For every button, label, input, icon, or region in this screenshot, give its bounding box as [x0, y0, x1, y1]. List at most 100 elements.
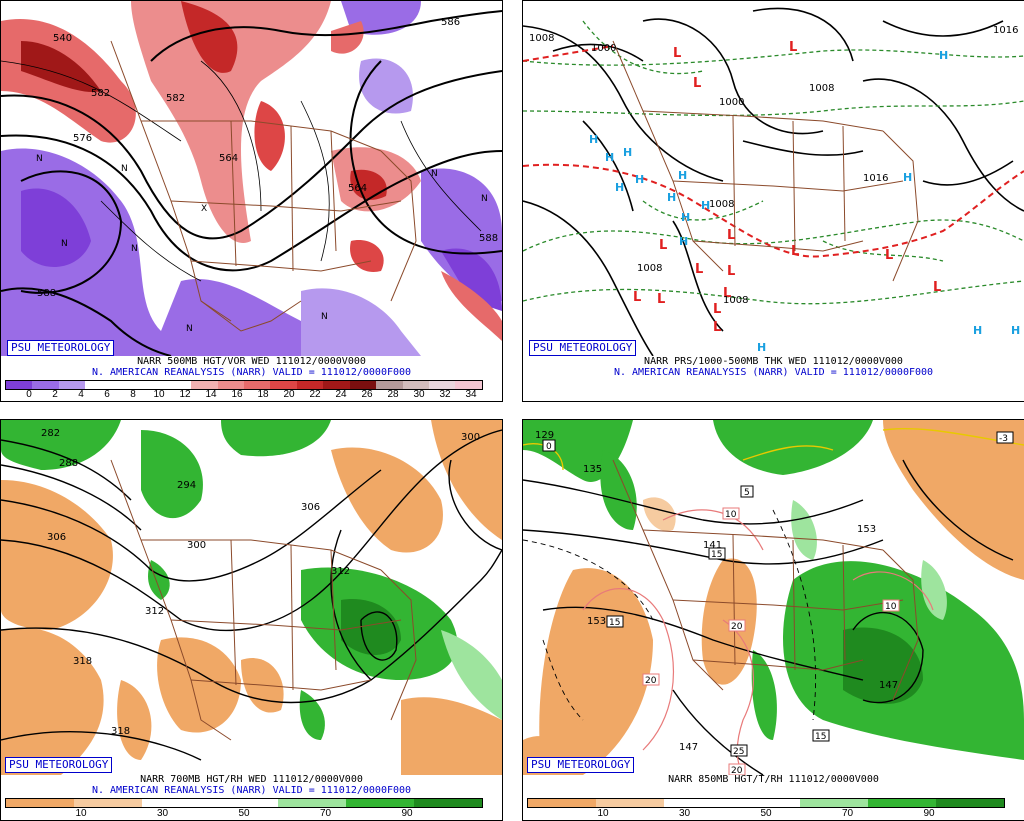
caption-500mb-line1: NARR 500MB HGT/VOR WED 111012/0000V000: [137, 356, 366, 367]
scale-swatch: [210, 799, 278, 807]
scale-tick-label: 12: [179, 389, 191, 400]
scale-swatch: [6, 799, 74, 807]
svg-text:300: 300: [187, 540, 206, 551]
scale-tick-label: 28: [387, 389, 399, 400]
scale-tick-label: 32: [439, 389, 451, 400]
scale-swatch: [376, 381, 403, 389]
scale-tick-label: 16: [231, 389, 243, 400]
scale-swatch: [800, 799, 868, 807]
svg-text:H: H: [757, 341, 766, 354]
svg-text:1000: 1000: [719, 97, 744, 108]
caption-850mb-line1: NARR 850MB HGT/T/RH 111012/0000V000: [668, 774, 879, 785]
scale-ticks-rh-850: 10 30 50 70 90: [523, 808, 1024, 820]
psu-meteorology-badge: PSU METEOROLOGY: [529, 340, 637, 356]
psu-meteorology-badge: PSU METEOROLOGY: [527, 757, 635, 773]
scale-ticks-vorticity: 0 2 4 6 8 10 12 14 16 18 20 22 24 26 28 30 32 34: [1, 389, 502, 401]
svg-text:L: L: [633, 290, 641, 305]
psu-meteorology-badge: PSU METEOROLOGY: [7, 340, 115, 356]
svg-text:L: L: [693, 76, 701, 91]
svg-text:147: 147: [679, 742, 698, 753]
scale-swatch: [58, 381, 86, 389]
svg-text:1016: 1016: [863, 173, 888, 184]
svg-text:129: 129: [535, 430, 554, 441]
svg-text:318: 318: [111, 726, 130, 737]
scale-tick-label: 90: [401, 808, 413, 819]
svg-text:576: 576: [73, 133, 92, 144]
svg-text:N: N: [186, 324, 193, 334]
temperature-boxes: 0 5 10 15 15 20 20 25 20 10 15 -3: [542, 431, 1014, 775]
svg-text:L: L: [695, 262, 703, 277]
scale-swatch: [349, 381, 377, 389]
scale-swatch: [32, 381, 59, 389]
scale-swatch: [243, 381, 271, 389]
scale-swatch: [85, 381, 112, 389]
scale-swatch: [596, 799, 664, 807]
scale-tick-label: 6: [104, 389, 110, 400]
temp-box-label: 10: [725, 510, 737, 520]
temp-box-label: 15: [609, 618, 620, 628]
svg-text:1008: 1008: [809, 83, 834, 94]
scale-swatch: [346, 799, 414, 807]
svg-text:540: 540: [53, 33, 72, 44]
caption-sfc-line2: N. AMERICAN REANALYSIS (NARR) VALID = 11…: [613, 367, 934, 378]
scale-tick-label: 24: [335, 389, 347, 400]
svg-text:H: H: [589, 133, 598, 146]
svg-text:288: 288: [59, 458, 78, 469]
map-700mb-rh: 282 288 294 300 306 306 312 312 318 318 300: [1, 420, 502, 775]
scale-swatch: [191, 381, 218, 389]
svg-text:564: 564: [348, 183, 367, 194]
scale-swatch: [936, 799, 1004, 807]
svg-text:H: H: [679, 235, 688, 248]
svg-text:294: 294: [177, 480, 196, 491]
svg-text:147: 147: [879, 680, 898, 691]
scale-tick-label: 4: [78, 389, 84, 400]
scale-swatch: [664, 799, 732, 807]
svg-text:N: N: [481, 194, 488, 204]
svg-text:1016: 1016: [993, 25, 1018, 36]
scale-swatch: [142, 799, 210, 807]
caption-500mb-line2: N. AMERICAN REANALYSIS (NARR) VALID = 11…: [91, 367, 412, 378]
svg-text:N: N: [61, 239, 68, 249]
svg-text:1008: 1008: [709, 199, 734, 210]
svg-text:L: L: [713, 302, 721, 317]
scale-swatch: [323, 381, 350, 389]
scale-tick-label: 90: [923, 808, 935, 819]
svg-text:H: H: [635, 173, 644, 186]
temp-box-label: 10: [885, 602, 897, 612]
temp-box-label: 15: [711, 550, 722, 560]
scale-swatch: [528, 799, 596, 807]
map-850mb-rh: 129 135 141 147 147 153 153 0 5 10 15 15 20 …: [523, 420, 1024, 775]
scale-tick-label: 22: [309, 389, 321, 400]
scale-tick-label: 70: [841, 808, 854, 819]
scale-tick-label: 30: [156, 808, 169, 819]
scale-tick-label: 50: [760, 808, 772, 819]
map-500mb-vorticity: 540 576 582 564 582 588 588 586 564 N NN …: [1, 1, 502, 356]
svg-text:L: L: [657, 292, 665, 307]
panel-700mb: 282 288 294 300 306 306 312 312 318 318 300 PSU…: [0, 419, 503, 821]
scale-swatch: [455, 381, 482, 389]
svg-text:L: L: [791, 244, 799, 259]
scale-swatch: [164, 381, 192, 389]
scale-tick-label: 10: [75, 808, 87, 819]
temp-box-label: 15: [815, 732, 826, 742]
color-scale-rh-700: [5, 798, 483, 808]
svg-text:L: L: [723, 286, 731, 301]
svg-text:582: 582: [91, 88, 110, 99]
temp-box-label: 20: [731, 766, 743, 775]
svg-text:H: H: [623, 146, 632, 159]
scale-tick-label: 14: [205, 389, 217, 400]
svg-text:312: 312: [331, 566, 350, 577]
scale-tick-label: 8: [130, 389, 136, 400]
scale-tick-label: 10: [153, 389, 165, 400]
svg-text:564: 564: [219, 153, 238, 164]
psu-meteorology-badge: PSU METEOROLOGY: [5, 757, 113, 773]
svg-text:153: 153: [857, 524, 876, 535]
svg-text:N: N: [431, 169, 438, 179]
scale-swatch: [402, 381, 429, 389]
panel-850mb: 129 135 141 147 147 153 153 0 5 10 15 15 20 …: [522, 419, 1024, 821]
svg-text:582: 582: [166, 93, 185, 104]
temp-box-label: 20: [645, 676, 657, 686]
scale-swatch: [429, 381, 456, 389]
